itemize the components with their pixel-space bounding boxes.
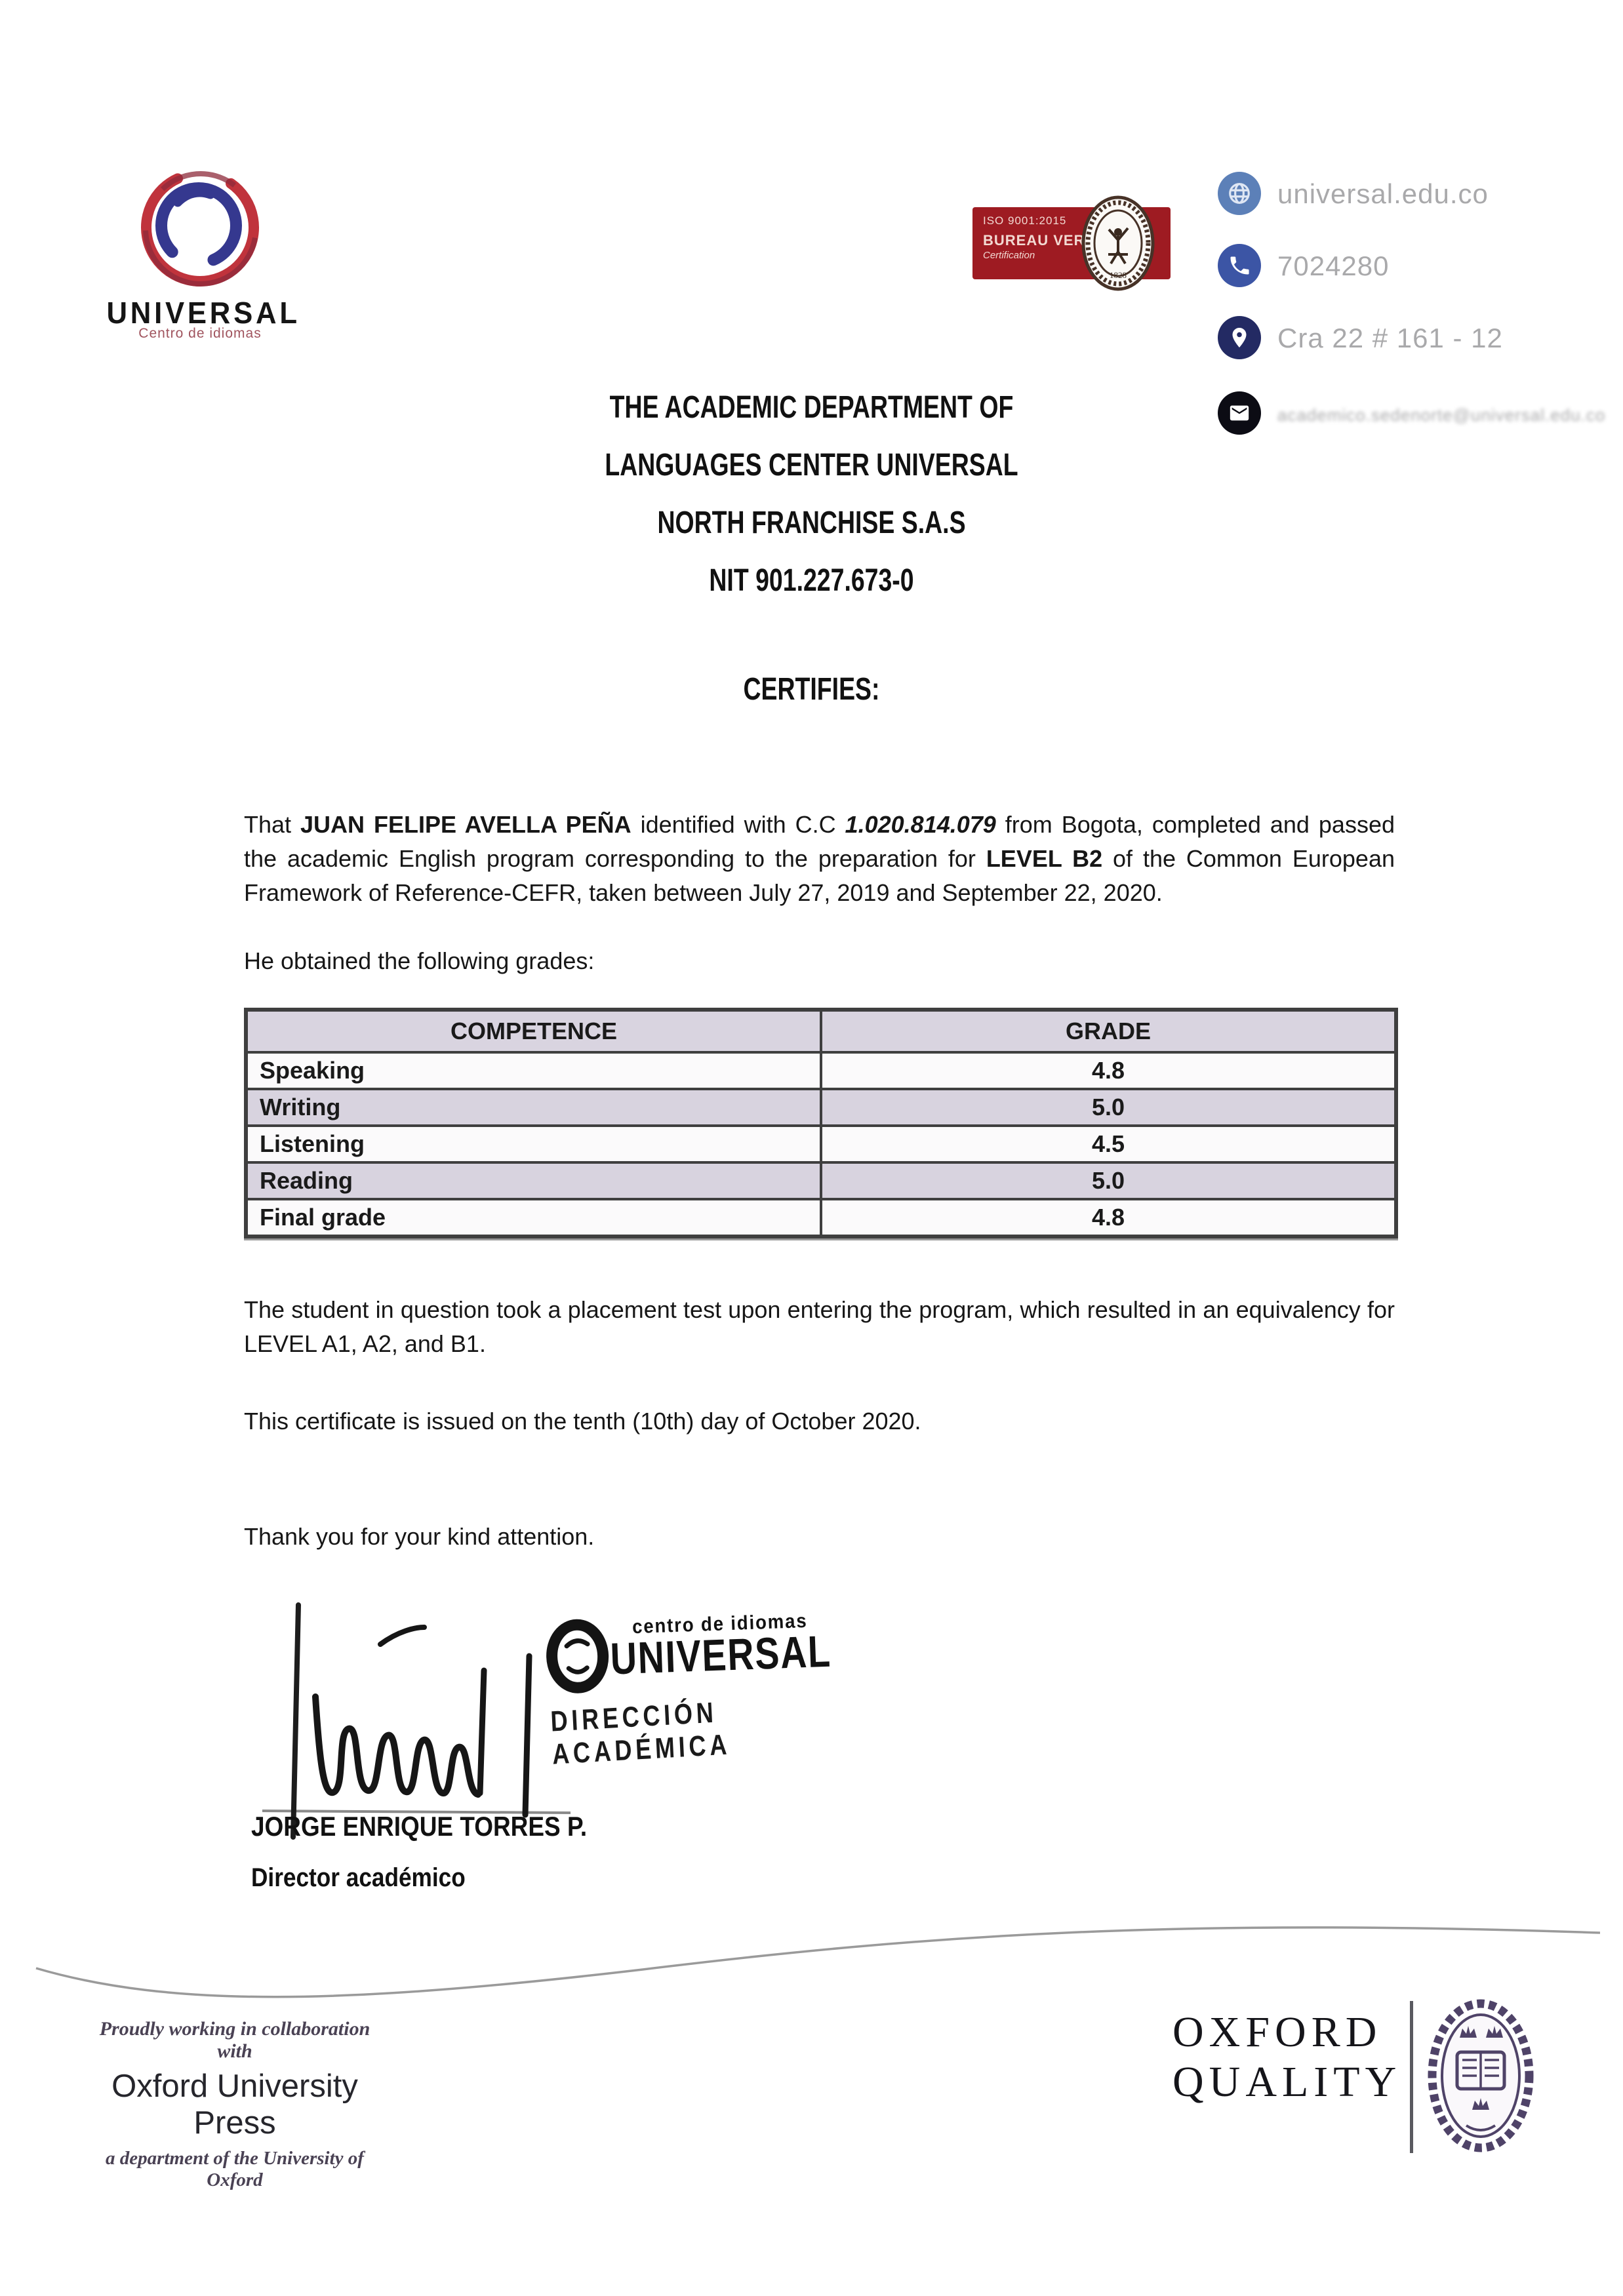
contact-address: Cra 22 # 161 - 12 (1277, 323, 1503, 353)
title-line-1: THE ACADEMIC DEPARTMENT OF (609, 390, 1014, 425)
universal-logo-subtitle: Centro de idiomas (138, 326, 262, 341)
table-row: Writing 5.0 (245, 1088, 1397, 1127)
grade-cell: 4.5 (820, 1124, 1397, 1164)
table-row: Reading 5.0 (245, 1161, 1397, 1200)
p1-mid2: from Bogota, completed and passed the ac… (244, 811, 1395, 872)
issue-date-text: This certificate is issued on the tenth … (244, 1408, 921, 1435)
contact-website: universal.edu.co (1277, 178, 1489, 209)
bv-iso-text: ISO 9001:2015 (983, 214, 1067, 227)
grade-cell: 4.8 (820, 1198, 1397, 1238)
competence-cell: Reading (245, 1161, 822, 1200)
p1-prefix: That (244, 811, 300, 838)
student-name: JUAN FELIPE AVELLA PEÑA (300, 811, 631, 838)
table-header-row: COMPETENCE GRADE (245, 1008, 1397, 1054)
oup-wordmark: Oxford University Press (111, 2068, 358, 2141)
bv-cert-text: Certification (983, 249, 1035, 261)
title-block: THE ACADEMIC DEPARTMENT OF LANGUAGES CEN… (0, 392, 1623, 732)
col-header-competence: COMPETENCE (245, 1008, 822, 1054)
grades-intro-text: He obtained the following grades: (244, 947, 595, 974)
certifies-heading: CERTIFIES: (743, 672, 880, 707)
bureau-veritas-seal-icon: 1828 (1081, 195, 1155, 291)
grade-cell: 5.0 (820, 1161, 1397, 1200)
signature-scribble (262, 1602, 571, 1840)
title-line-3: NORTH FRANCHISE S.A.S (657, 505, 966, 540)
col-header-grade: GRADE (820, 1008, 1397, 1054)
competence-cell: Listening (245, 1124, 822, 1164)
universal-logo-swirl-icon (141, 168, 259, 287)
grades-table: COMPETENCE GRADE Speaking 4.8 Writing 5.… (244, 1008, 1398, 1238)
oxford-quality-line1: OXFORD (1172, 2008, 1382, 2056)
competence-cell: Final grade (245, 1198, 822, 1238)
table-row: Final grade 4.8 (245, 1198, 1397, 1238)
competence-cell: Speaking (245, 1051, 822, 1090)
table-row: Speaking 4.8 (245, 1051, 1397, 1090)
certification-paragraph: That JUAN FELIPE AVELLA PEÑA identified … (244, 808, 1395, 910)
collab-top-text: Proudly working in collaboration with (99, 2018, 371, 2062)
oxford-quality-wordmark: OXFORD QUALITY (1172, 2008, 1401, 2107)
signer-name: JORGE ENRIQUE TORRES P. (251, 1811, 588, 1842)
oup-collab-block: Proudly working in collaboration with Ox… (87, 2018, 383, 2191)
placement-test-paragraph: The student in question took a placement… (244, 1296, 1395, 1357)
bv-seal-year: 1828 (1110, 270, 1127, 280)
table-row: Listening 4.5 (245, 1124, 1397, 1164)
stamp-brand: UNIVERSAL (609, 1626, 832, 1684)
universal-logo-wordmark: UNIVERSAL (106, 296, 300, 330)
signer-role: Director académico (251, 1863, 466, 1892)
stamp-swirl-icon (546, 1619, 609, 1693)
oxford-quality-line2: QUALITY (1172, 2058, 1402, 2106)
competence-cell: Writing (245, 1088, 822, 1127)
level-b2: LEVEL B2 (986, 845, 1103, 872)
footer-divider-bar (1410, 2001, 1413, 2153)
grade-cell: 4.8 (820, 1051, 1397, 1090)
collab-bottom-text: a department of the University of Oxford (106, 2148, 364, 2190)
thanks-text: Thank you for your kind attention. (244, 1523, 595, 1550)
p1-mid1: identified with C.C (631, 811, 845, 838)
academic-direction-stamp: centro de idiomas UNIVERSAL DIRECCIÓN AC… (543, 1593, 955, 1771)
oxford-crest-icon (1428, 1999, 1534, 2152)
globe-icon (1218, 172, 1261, 215)
student-cc-number: 1.020.814.079 (845, 811, 996, 838)
grade-cell: 5.0 (820, 1088, 1397, 1127)
contact-phone: 7024280 (1277, 250, 1390, 281)
phone-icon (1218, 244, 1261, 287)
title-line-4: NIT 901.227.673-0 (709, 563, 914, 598)
title-line-2: LANGUAGES CENTER UNIVERSAL (605, 448, 1018, 483)
contact-email-blurred: academico.sedenorte@universal.edu.co (1277, 405, 1606, 425)
location-pin-icon (1218, 316, 1261, 359)
mail-icon (1218, 391, 1261, 435)
stamp-direccion-academica: DIRECCIÓN ACADÉMICA (550, 1696, 732, 1771)
p1-suffix: of the Common European Framework of Refe… (244, 845, 1395, 906)
